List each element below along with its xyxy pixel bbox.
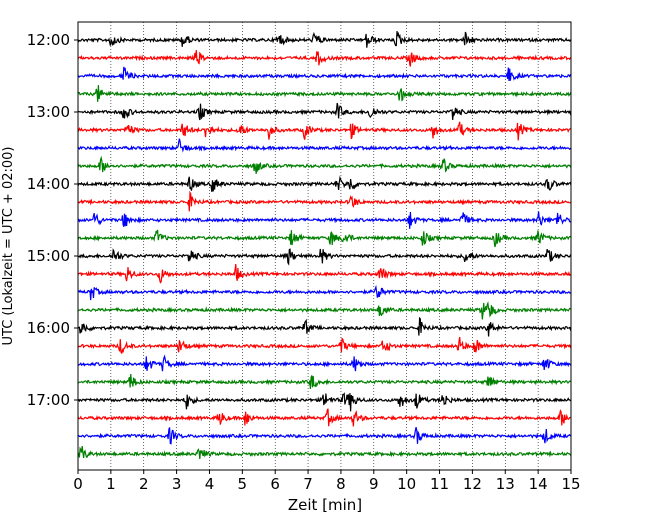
seismic-trace — [77, 337, 572, 355]
y-tick-label: 17:00 — [27, 391, 70, 409]
x-tick-label: 7 — [303, 475, 313, 493]
x-tick-label: 8 — [336, 475, 346, 493]
x-tick-label: 4 — [205, 475, 215, 493]
seismic-trace — [77, 446, 572, 459]
seismic-trace — [77, 85, 572, 102]
seismic-trace — [77, 392, 572, 412]
x-tick-label: 15 — [561, 475, 580, 493]
x-tick-label: 5 — [238, 475, 248, 493]
x-tick-label: 3 — [172, 475, 182, 493]
x-tick-label: 11 — [430, 475, 449, 493]
y-axis-ticks: 12:00 13:00 14:00 15:00 16:00 17:00 — [27, 31, 78, 409]
y-tick-label: 13:00 — [27, 103, 70, 121]
x-tick-label: 12 — [463, 475, 482, 493]
x-axis-label: Zeit [min] — [288, 496, 362, 514]
y-tick-label: 14:00 — [27, 175, 70, 193]
seismic-trace — [77, 264, 572, 284]
x-tick-label: 10 — [397, 475, 416, 493]
x-axis-ticks: 0 1 2 3 4 5 6 7 8 9 10 11 12 13 14 15 — [73, 470, 581, 493]
seismic-trace — [77, 427, 572, 445]
trace-group — [77, 31, 572, 459]
seismic-trace — [77, 138, 572, 153]
x-tick-label: 14 — [529, 475, 548, 493]
plot-frame — [77, 21, 572, 471]
seismic-trace — [77, 190, 572, 212]
seismic-trace — [77, 408, 572, 427]
seismic-trace — [77, 316, 572, 337]
x-tick-label: 13 — [496, 475, 515, 493]
seismic-trace — [77, 229, 572, 248]
y-tick-label: 12:00 — [27, 31, 70, 49]
seismic-trace — [77, 155, 572, 174]
seismic-trace — [77, 102, 572, 121]
seismic-trace — [77, 284, 572, 301]
y-tick-label: 16:00 — [27, 319, 70, 337]
seismic-trace — [77, 49, 572, 67]
seismic-trace — [77, 121, 571, 141]
y-axis-label: UTC (Lokalzeit = UTC + 02:00) — [1, 147, 16, 346]
seismic-trace — [77, 175, 572, 192]
x-tick-label: 1 — [106, 475, 116, 493]
seismic-trace — [77, 31, 572, 48]
y-tick-label: 15:00 — [27, 247, 70, 265]
seismic-trace — [77, 354, 571, 372]
x-tick-label: 0 — [73, 475, 83, 493]
seismic-trace — [77, 248, 572, 266]
seismic-trace — [77, 300, 572, 320]
x-tick-label: 6 — [270, 475, 280, 493]
seismic-trace — [77, 66, 572, 82]
x-tick-label: 2 — [139, 475, 149, 493]
seismic-trace — [77, 373, 572, 390]
seismic-trace — [77, 211, 572, 229]
x-tick-label: 9 — [369, 475, 379, 493]
